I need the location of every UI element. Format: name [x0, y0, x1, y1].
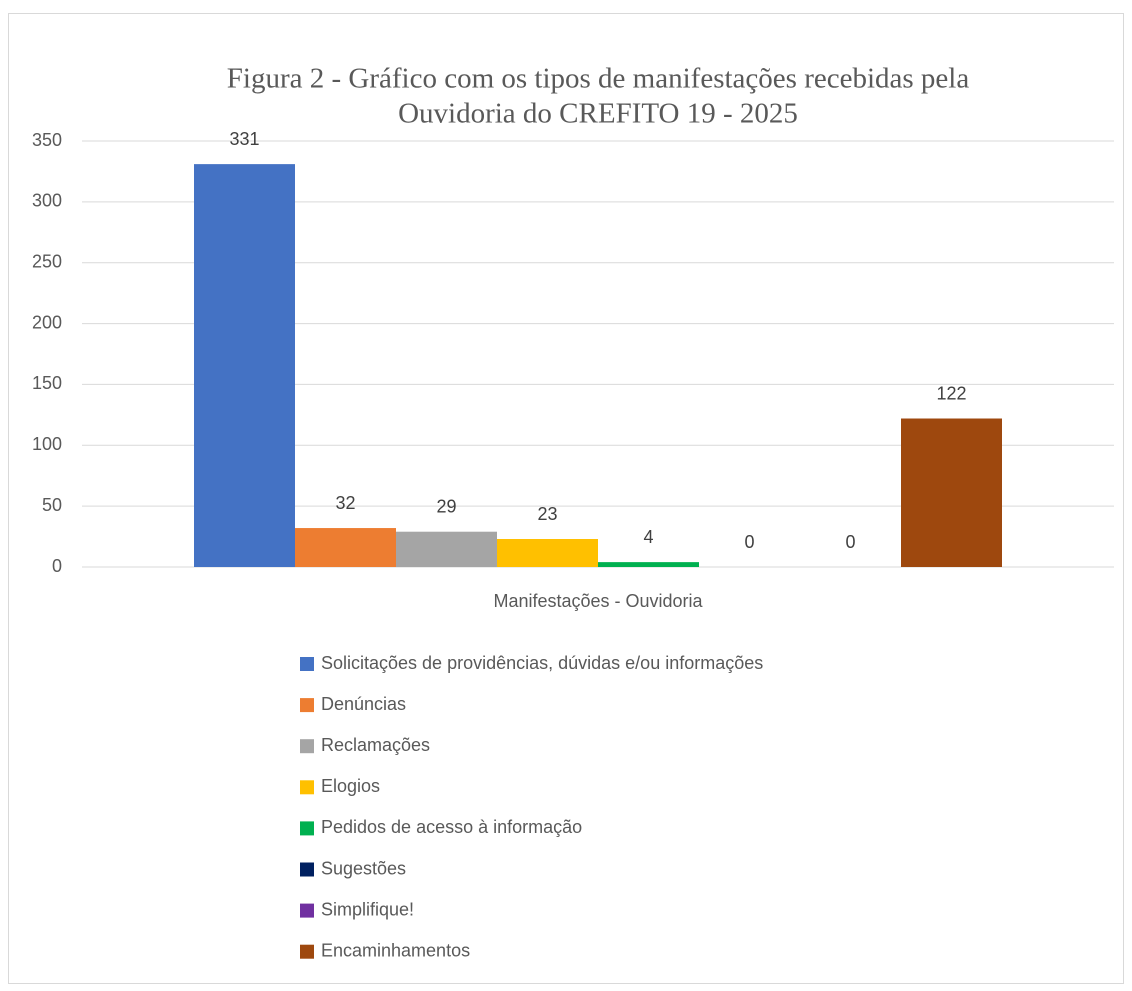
legend-swatch: [300, 944, 314, 959]
legend-label: Sugestões: [321, 858, 406, 878]
bar: [396, 531, 497, 567]
legend-swatch: [300, 657, 314, 671]
data-label: 4: [643, 527, 653, 547]
legend-swatch: [300, 780, 314, 795]
data-label: 29: [436, 496, 456, 516]
legend-label: Reclamações: [321, 735, 430, 755]
legend-label: Encaminhamentos: [321, 940, 470, 960]
legend-swatch: [300, 862, 314, 877]
y-tick-label: 0: [52, 556, 62, 576]
legend-swatch: [300, 698, 314, 713]
data-label: 122: [936, 383, 966, 403]
bar: [598, 562, 699, 567]
legend-label: Pedidos de acesso à informação: [321, 817, 582, 837]
legend-label: Denúncias: [321, 694, 406, 714]
x-tick-label: Manifestações - Ouvidoria: [493, 591, 703, 611]
y-tick-label: 200: [32, 312, 62, 332]
chart-title: Figura 2 - Gráfico com os tipos de manif…: [227, 63, 970, 95]
bar: [497, 539, 598, 567]
y-tick-label: 350: [32, 130, 62, 150]
legend-label: Solicitações de providências, dúvidas e/…: [321, 653, 763, 673]
legend-swatch: [300, 903, 314, 918]
y-tick-label: 250: [32, 251, 62, 271]
bar: [194, 164, 295, 567]
bar: [901, 418, 1002, 567]
data-label: 32: [335, 493, 355, 513]
data-label: 23: [537, 504, 557, 524]
legend-swatch: [300, 739, 314, 754]
legend-swatch: [300, 821, 314, 836]
y-tick-label: 100: [32, 434, 62, 454]
data-label: 0: [744, 532, 754, 552]
data-label: 0: [845, 532, 855, 552]
y-tick-label: 50: [42, 495, 62, 515]
bar: [295, 528, 396, 567]
legend-label: Elogios: [321, 776, 380, 796]
chart-title: Ouvidoria do CREFITO 19 - 2025: [398, 98, 798, 130]
legend-label: Simplifique!: [321, 899, 414, 919]
data-label: 331: [229, 129, 259, 149]
y-tick-label: 150: [32, 373, 62, 393]
y-tick-label: 300: [32, 191, 62, 211]
